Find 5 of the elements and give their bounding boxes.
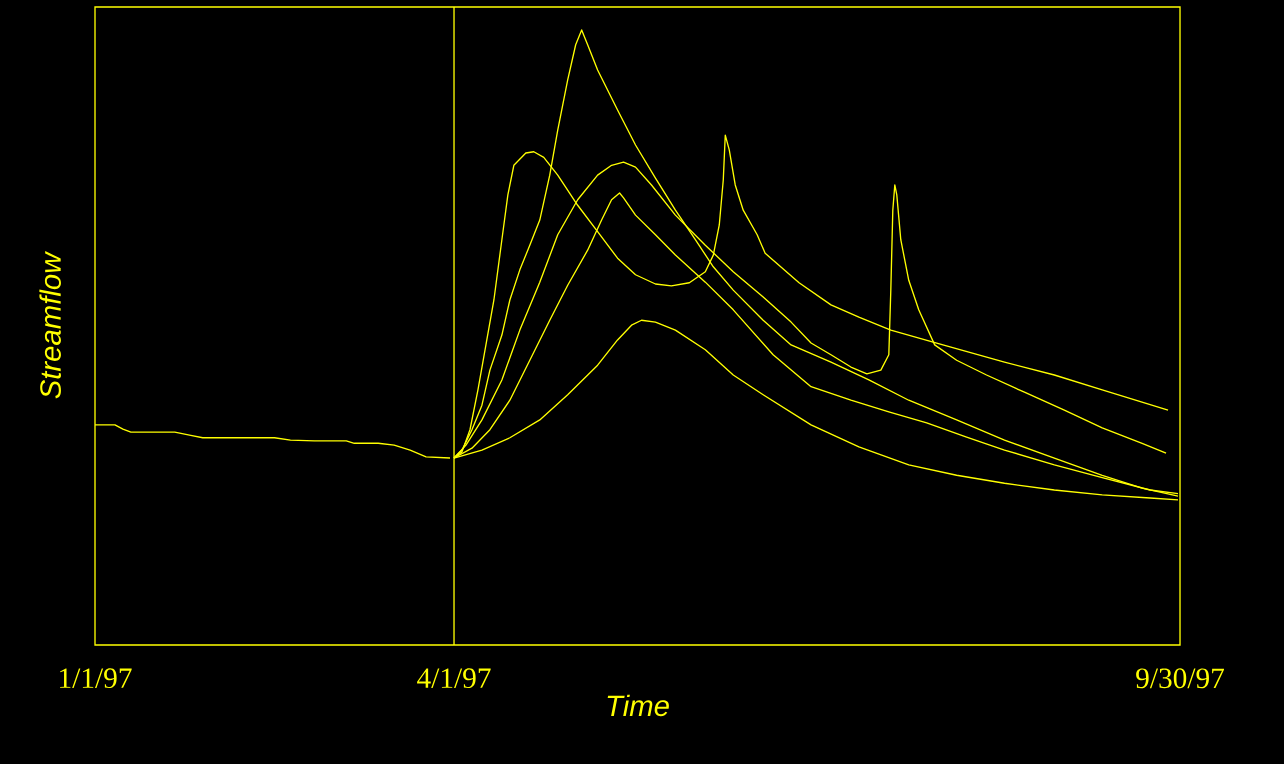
y-axis-title: Streamflow bbox=[39, 251, 61, 399]
x-tick-label: 4/1/97 bbox=[417, 668, 491, 689]
x-tick-label: 1/1/97 bbox=[60, 668, 132, 689]
x-axis-title: Time bbox=[607, 694, 669, 717]
x-tick-label: 9/30/97 bbox=[1136, 668, 1224, 689]
